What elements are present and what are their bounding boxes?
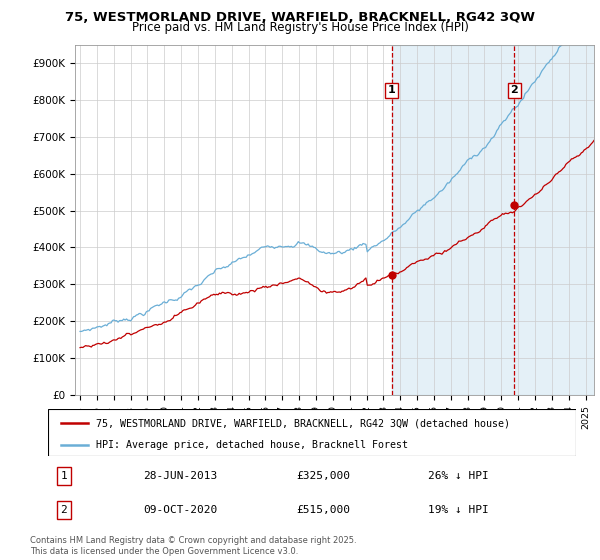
Text: 26% ↓ HPI: 26% ↓ HPI (428, 471, 489, 481)
Text: Price paid vs. HM Land Registry's House Price Index (HPI): Price paid vs. HM Land Registry's House … (131, 21, 469, 34)
Text: 2: 2 (61, 505, 67, 515)
Text: £325,000: £325,000 (296, 471, 350, 481)
Text: Contains HM Land Registry data © Crown copyright and database right 2025.
This d: Contains HM Land Registry data © Crown c… (30, 536, 356, 556)
Text: 1: 1 (388, 85, 395, 95)
Text: 75, WESTMORLAND DRIVE, WARFIELD, BRACKNELL, RG42 3QW: 75, WESTMORLAND DRIVE, WARFIELD, BRACKNE… (65, 11, 535, 24)
Text: 19% ↓ HPI: 19% ↓ HPI (428, 505, 489, 515)
Text: 09-OCT-2020: 09-OCT-2020 (143, 505, 217, 515)
Bar (392, 45, 600, 395)
Text: 2: 2 (511, 85, 518, 95)
Text: HPI: Average price, detached house, Bracknell Forest: HPI: Average price, detached house, Brac… (95, 440, 407, 450)
Text: 75, WESTMORLAND DRIVE, WARFIELD, BRACKNELL, RG42 3QW (detached house): 75, WESTMORLAND DRIVE, WARFIELD, BRACKNE… (95, 418, 509, 428)
Text: £515,000: £515,000 (296, 505, 350, 515)
Text: 28-JUN-2013: 28-JUN-2013 (143, 471, 217, 481)
Text: 1: 1 (61, 471, 67, 481)
